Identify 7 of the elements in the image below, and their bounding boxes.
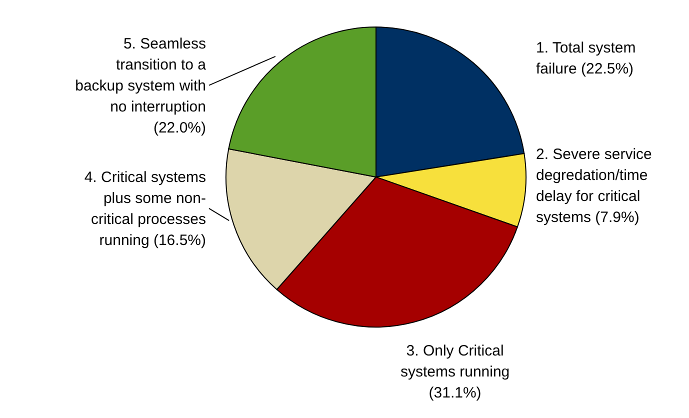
slice-label: 3. Only Critical systems running: [400, 342, 510, 380]
slice-label: 2. Severe service degredation/time delay for critical systems (7.9%): [536, 146, 652, 226]
slice-label: 5. Seamless transition to a backup system with no interruption: [75, 34, 207, 115]
slice-label: 1. Total system failure (22.5%): [536, 38, 636, 77]
data-label: (31.1%): [428, 384, 482, 401]
data-label: (22.0%): [153, 118, 206, 136]
slice-label: 4. Critical systems plus some non-critical processes running (16.5%): [84, 168, 206, 248]
